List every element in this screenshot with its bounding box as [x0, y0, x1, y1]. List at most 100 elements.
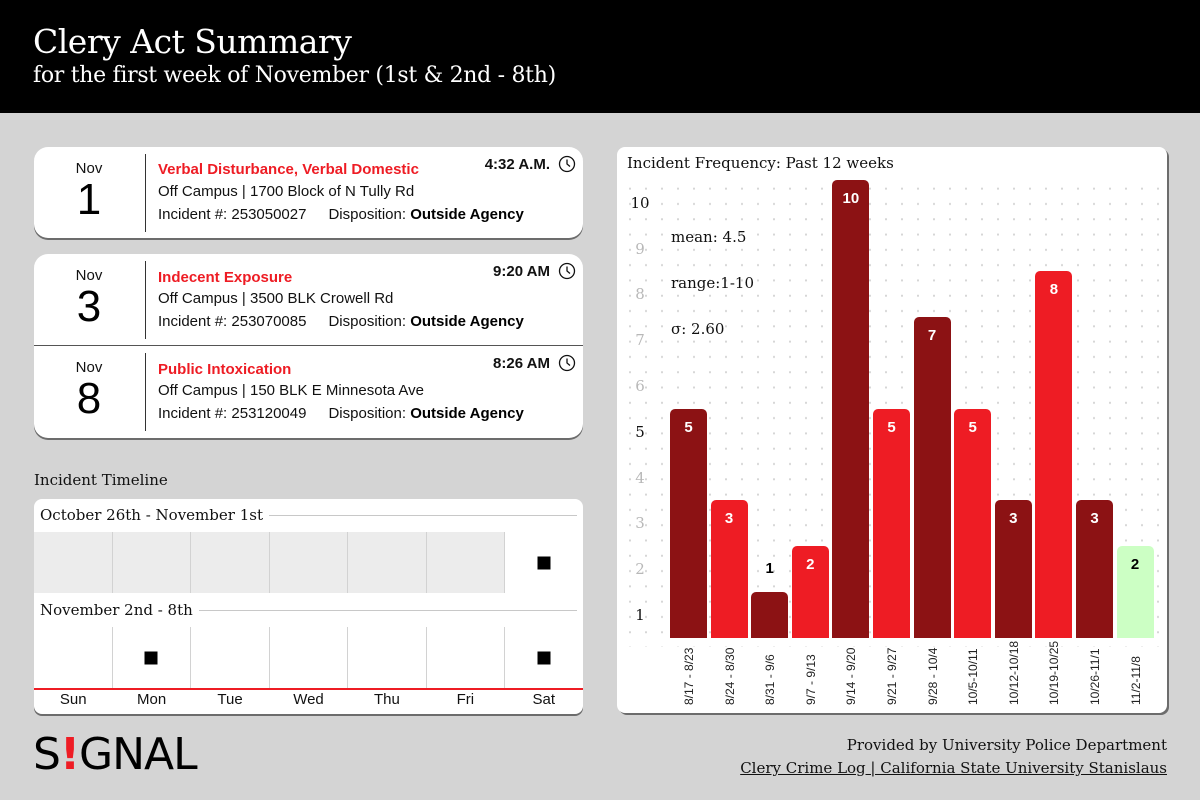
day-label: Mon [137, 691, 167, 708]
disposition-label: Disposition: [328, 206, 407, 223]
day-cell-thu [347, 532, 426, 593]
bar-value-label: 3 [1009, 510, 1018, 528]
y-tick-label: 2 [635, 560, 645, 579]
incident-marker-icon [537, 556, 551, 569]
clock-icon [558, 155, 576, 173]
clock-icon [558, 262, 576, 280]
bar-value-label: 5 [684, 418, 693, 436]
page-subtitle: for the first week of November (1st & 2n… [33, 63, 556, 88]
incident-day: 8 [76, 374, 102, 423]
day-cell-sat [504, 627, 583, 688]
divider [190, 610, 577, 611]
x-tick-label: 11/2-11/8 [1128, 656, 1143, 705]
bar: 7 [913, 317, 951, 638]
incident-time: 9:20 AM [493, 263, 550, 280]
bar: 3 [994, 500, 1032, 638]
exclamation-icon: ! [59, 729, 80, 780]
incident-day: 1 [76, 175, 102, 224]
day-cell-fri [425, 532, 505, 593]
bar-value-label: 3 [1090, 510, 1099, 528]
x-tick-label: 10/5-10/11 [966, 648, 981, 706]
bar-value-label: 1 [765, 560, 774, 577]
incident-location: Off Campus | 150 BLK E Minnesota Ave [158, 382, 424, 399]
disposition-value: Outside Agency [410, 313, 524, 330]
week-row [34, 532, 583, 593]
bar-value-label: 5 [968, 418, 977, 436]
day-cell-thu [347, 627, 426, 688]
incident-marker-icon [537, 651, 551, 664]
bar: 2 [791, 546, 829, 638]
disposition-value: Outside Agency [410, 206, 524, 223]
timeline-axis [34, 688, 583, 690]
y-tick-label: 10 [630, 193, 650, 212]
day-cell-mon [111, 627, 191, 688]
provided-by: Provided by University Police Department [846, 736, 1167, 754]
divider [145, 154, 146, 232]
incident-item: Nov 1 Verbal Disturbance, Verbal Domesti… [34, 147, 583, 238]
week-label: October 26th - November 1st [40, 506, 269, 524]
x-tick-label: 8/17 - 8/23 [682, 647, 696, 705]
bar: 2 [1116, 546, 1154, 638]
stat-sigma: σ: 2.60 [671, 320, 725, 338]
x-tick-label: 10/12-10/18 [1006, 640, 1021, 705]
y-tick-label: 5 [635, 422, 645, 441]
incident-marker-icon [144, 651, 158, 664]
day-label: Sun [59, 691, 87, 708]
divider [254, 515, 577, 516]
y-tick-label: 6 [635, 377, 645, 395]
day-cell-tue [190, 532, 269, 593]
day-cell-fri [425, 627, 505, 688]
incident-card: Nov 1 Verbal Disturbance, Verbal Domesti… [34, 147, 583, 238]
day-labels: Sun Mon Tue Wed Thu Fri Sat [34, 691, 583, 708]
incident-frequency-chart: Incident Frequency: Past 12 weeks 1 2 3 4 5 6… [617, 147, 1167, 713]
day-cell-wed [268, 627, 348, 688]
header: Clery Act Summary for the first week of … [0, 0, 1200, 113]
divider [34, 345, 583, 346]
incident-number-line: Incident #: 253070085 Disposition: Outsid… [158, 313, 524, 330]
bar: 10 [832, 179, 870, 638]
x-tick-label: 8/31 - 9/6 [763, 654, 778, 705]
source-link[interactable]: Clery Crime Log | California State Unive… [740, 759, 1167, 777]
disposition-label: Disposition: [328, 405, 407, 422]
week-row [34, 627, 583, 688]
x-tick-label: 10/19-10/25 [1047, 640, 1062, 705]
incident-time: 4:32 A.M. [484, 156, 550, 173]
bar: 3 [710, 500, 748, 638]
y-tick-label: 1 [635, 606, 645, 624]
clock-icon [558, 354, 576, 372]
week-label: November 2nd - 8th [40, 601, 199, 619]
day-label: Sat [532, 691, 555, 708]
x-tick-label: 9/14 - 9/20 [844, 647, 859, 705]
incident-number-line: Incident #: 253120049 Disposition: Outsid… [158, 405, 524, 422]
day-label: Fri [456, 691, 475, 708]
disposition-value: Outside Agency [410, 405, 524, 422]
incident-item: Nov 8 Public Intoxication Off Campus | 1… [34, 346, 583, 437]
bar: 3 [1076, 500, 1113, 638]
incident-number-line: Incident #: 253050027 Disposition: Outsid… [158, 206, 524, 223]
incident-number: Incident #: 253050027 [158, 206, 307, 223]
day-label: Thu [373, 691, 400, 708]
y-tick-label: 7 [635, 331, 645, 350]
disposition-label: Disposition: [328, 313, 407, 330]
day-cell-sun [34, 532, 112, 593]
y-tick-label: 8 [635, 285, 645, 304]
x-tick-label: 8/24 - 8/30 [722, 647, 737, 705]
timeline-heading: Incident Timeline [34, 471, 168, 489]
bar-value-label: 5 [887, 418, 896, 436]
divider [145, 261, 146, 339]
stat-mean: mean: 4.5 [671, 228, 747, 246]
divider [145, 353, 146, 431]
day-cell-tue [190, 627, 269, 688]
day-cell-sun [34, 627, 112, 688]
incident-day: 3 [76, 282, 102, 331]
page-title: Clery Act Summary [33, 22, 352, 61]
bar-value-label: 2 [1130, 556, 1140, 574]
y-tick-label: 3 [635, 514, 645, 533]
incident-location: Off Campus | 3500 BLK Crowell Rd [158, 290, 394, 307]
incident-month: Nov [75, 267, 103, 284]
incident-item: Nov 3 Indecent Exposure Off Campus | 350… [34, 254, 583, 345]
incident-type: Indecent Exposure [158, 269, 293, 286]
incident-card: Nov 3 Indecent Exposure Off Campus | 350… [34, 254, 583, 438]
bar: 5 [670, 408, 707, 638]
day-cell-mon [111, 532, 191, 593]
